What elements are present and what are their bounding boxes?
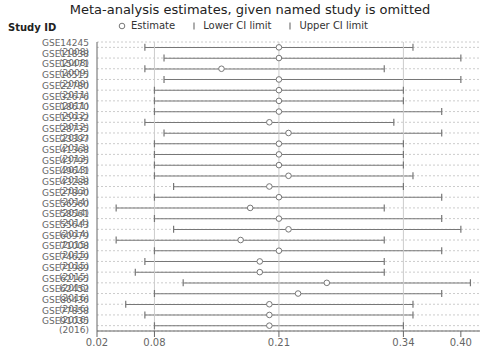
html-text:GSE15471: GSE15471	[42, 59, 89, 70]
html-text:(2011): (2011)	[59, 89, 89, 100]
html-text:GSE49641: GSE49641	[42, 166, 89, 177]
html-text:(2009): (2009)	[59, 68, 89, 79]
html-text:Lower CI limit: Lower CI limit	[203, 20, 272, 31]
html-text:(2012): (2012)	[59, 132, 89, 143]
html-text:(2013): (2013)	[59, 154, 89, 165]
svg-text:GSE91035(2016): GSE91035(2016)	[42, 316, 89, 335]
html-text:(2014): (2014)	[59, 207, 89, 218]
html-text:(2016): (2016)	[59, 303, 89, 314]
html-text:GSE32676: GSE32676	[42, 91, 89, 102]
html-text:GSE71008: GSE71008	[42, 241, 89, 252]
html-text:GSE28735: GSE28735	[42, 123, 89, 134]
html-text:(2014): (2014)	[59, 218, 89, 229]
html-text:(2013): (2013)	[59, 143, 89, 154]
html-text:(2013): (2013)	[59, 164, 89, 175]
html-text:GSE27890: GSE27890	[42, 187, 89, 198]
html-text:(2009): (2009)	[59, 79, 89, 90]
html-text:(2015): (2015)	[59, 239, 89, 250]
svg-text:0.34: 0.34	[392, 337, 414, 348]
html-text:GSE14245: GSE14245	[42, 38, 89, 48]
html-text:GSE74629: GSE74629	[42, 252, 89, 263]
html-text:GSE43795: GSE43795	[42, 155, 89, 166]
html-text:GSE15932: GSE15932	[42, 113, 89, 123]
html-text:GSE62452: GSE62452	[42, 284, 89, 295]
html-text:(2013): (2013)	[59, 175, 89, 186]
html-text:GSE77858: GSE77858	[42, 305, 89, 316]
html-text:GSE62165: GSE62165	[42, 273, 89, 284]
html-text:(2015): (2015)	[59, 250, 89, 261]
html-text:(2011): (2011)	[59, 100, 89, 111]
html-text:GSE16515: GSE16515	[42, 70, 89, 81]
html-text:(2008): (2008)	[59, 57, 89, 68]
html-text:GSE22780: GSE22780	[42, 80, 89, 91]
html-text:GSE60979: GSE60979	[42, 230, 89, 241]
html-text:(2012): (2012)	[59, 111, 89, 122]
html-text:(2013): (2013)	[59, 186, 89, 197]
html-text:GSE11838: GSE11838	[42, 48, 89, 59]
html-text:GSE58561: GSE58561	[42, 209, 89, 220]
html-text:GSE86436: GSE86436	[42, 294, 89, 305]
html-text:Estimate: Estimate	[131, 20, 176, 31]
html-text:(2016): (2016)	[59, 282, 89, 293]
html-text:(2016): (2016)	[59, 293, 89, 304]
html-text:(2014): (2014)	[59, 229, 89, 239]
html-text:GSE23397: GSE23397	[42, 134, 89, 145]
html-text:GSE18670: GSE18670	[42, 102, 89, 113]
html-text:(2014): (2014)	[59, 196, 89, 207]
svg-text:0.40: 0.40	[450, 337, 472, 348]
html-text:(2015): (2015)	[59, 271, 89, 282]
html-text:GSE71989: GSE71989	[42, 262, 89, 273]
html-text:Upper CI limit: Upper CI limit	[299, 20, 368, 31]
svg-text:0.08: 0.08	[143, 337, 165, 348]
svg-text:0.21: 0.21	[268, 337, 290, 348]
html-text:(2012): (2012)	[59, 122, 89, 132]
html-text:GSE41368: GSE41368	[42, 145, 89, 156]
html-text:GSE56560: GSE56560	[42, 198, 89, 209]
html-text:Meta-analysis estimates, given: Meta-analysis estimates, given named stu…	[69, 2, 431, 17]
html-text:Study ID: Study ID	[8, 22, 57, 33]
svg-text:0.02: 0.02	[86, 337, 108, 348]
html-text:(2008): (2008)	[59, 47, 89, 57]
html-text:GSE43288: GSE43288	[42, 177, 89, 188]
html-text:(2015): (2015)	[59, 261, 89, 272]
html-text:GSE55643: GSE55643	[42, 220, 89, 230]
